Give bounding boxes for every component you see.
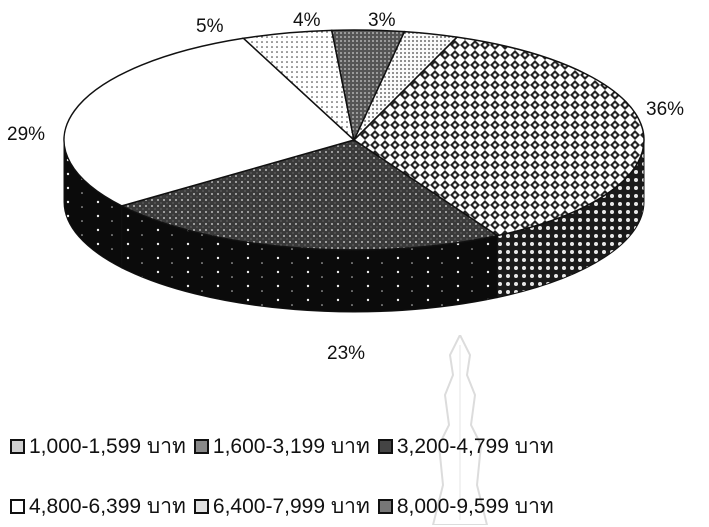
slice-3200-4799: [119, 139, 500, 251]
legend-label: 6,400-7,999 บาท: [212, 495, 370, 518]
legend-item: 1,600-3,199 บาท: [193, 430, 370, 463]
legend-item: 8,000-9,599 บาท: [377, 490, 554, 523]
legend-item: 3,200-4,799 บาท: [377, 430, 554, 463]
white-swatch-icon: [10, 499, 25, 514]
legend-label: 1,000-1,599 บาท: [29, 435, 186, 458]
legend-item: 6,400-7,999 บาท: [193, 490, 370, 523]
legend-item: 1,000-1,599 บาท: [10, 430, 186, 463]
slice-1600-3199: [352, 36, 645, 237]
grid-swatch-icon: [377, 499, 393, 514]
legend-label: 8,000-9,599 บาท: [396, 495, 554, 518]
slice-label-8000-9599: 4%: [293, 10, 321, 31]
slice-4800-6399: [63, 37, 356, 207]
slice-label-4800-6399: 29%: [7, 124, 46, 145]
legend-row-1: 1,000-1,599 บาท 1,600-3,199 บาท 3,200-4,…: [10, 430, 562, 463]
legend-label: 1,600-3,199 บาท: [212, 435, 370, 458]
dotted-swatch-icon: [10, 439, 25, 454]
slice-label-1000-1599: 3%: [368, 10, 396, 31]
slice-label-6400-7999: 5%: [196, 16, 224, 37]
legend-row-2: 4,800-6,399 บาท 6,400-7,999 บาท 8,000-9,…: [10, 490, 562, 523]
temple-watermark-icon: [431, 335, 489, 525]
checker-swatch-icon: [193, 439, 209, 454]
dark-swatch-icon: [377, 439, 393, 454]
legend-label: 4,800-6,399 บาท: [29, 495, 186, 518]
legend-label: 3,200-4,799 บาท: [396, 435, 554, 458]
slice-label-1600-3199: 36%: [646, 99, 685, 120]
light-dotted-swatch-icon: [193, 499, 209, 514]
legend-item: 4,800-6,399 บาท: [10, 490, 186, 523]
slice-8000-9599: [330, 29, 406, 143]
slice-label-3200-4799: 23%: [327, 343, 366, 364]
